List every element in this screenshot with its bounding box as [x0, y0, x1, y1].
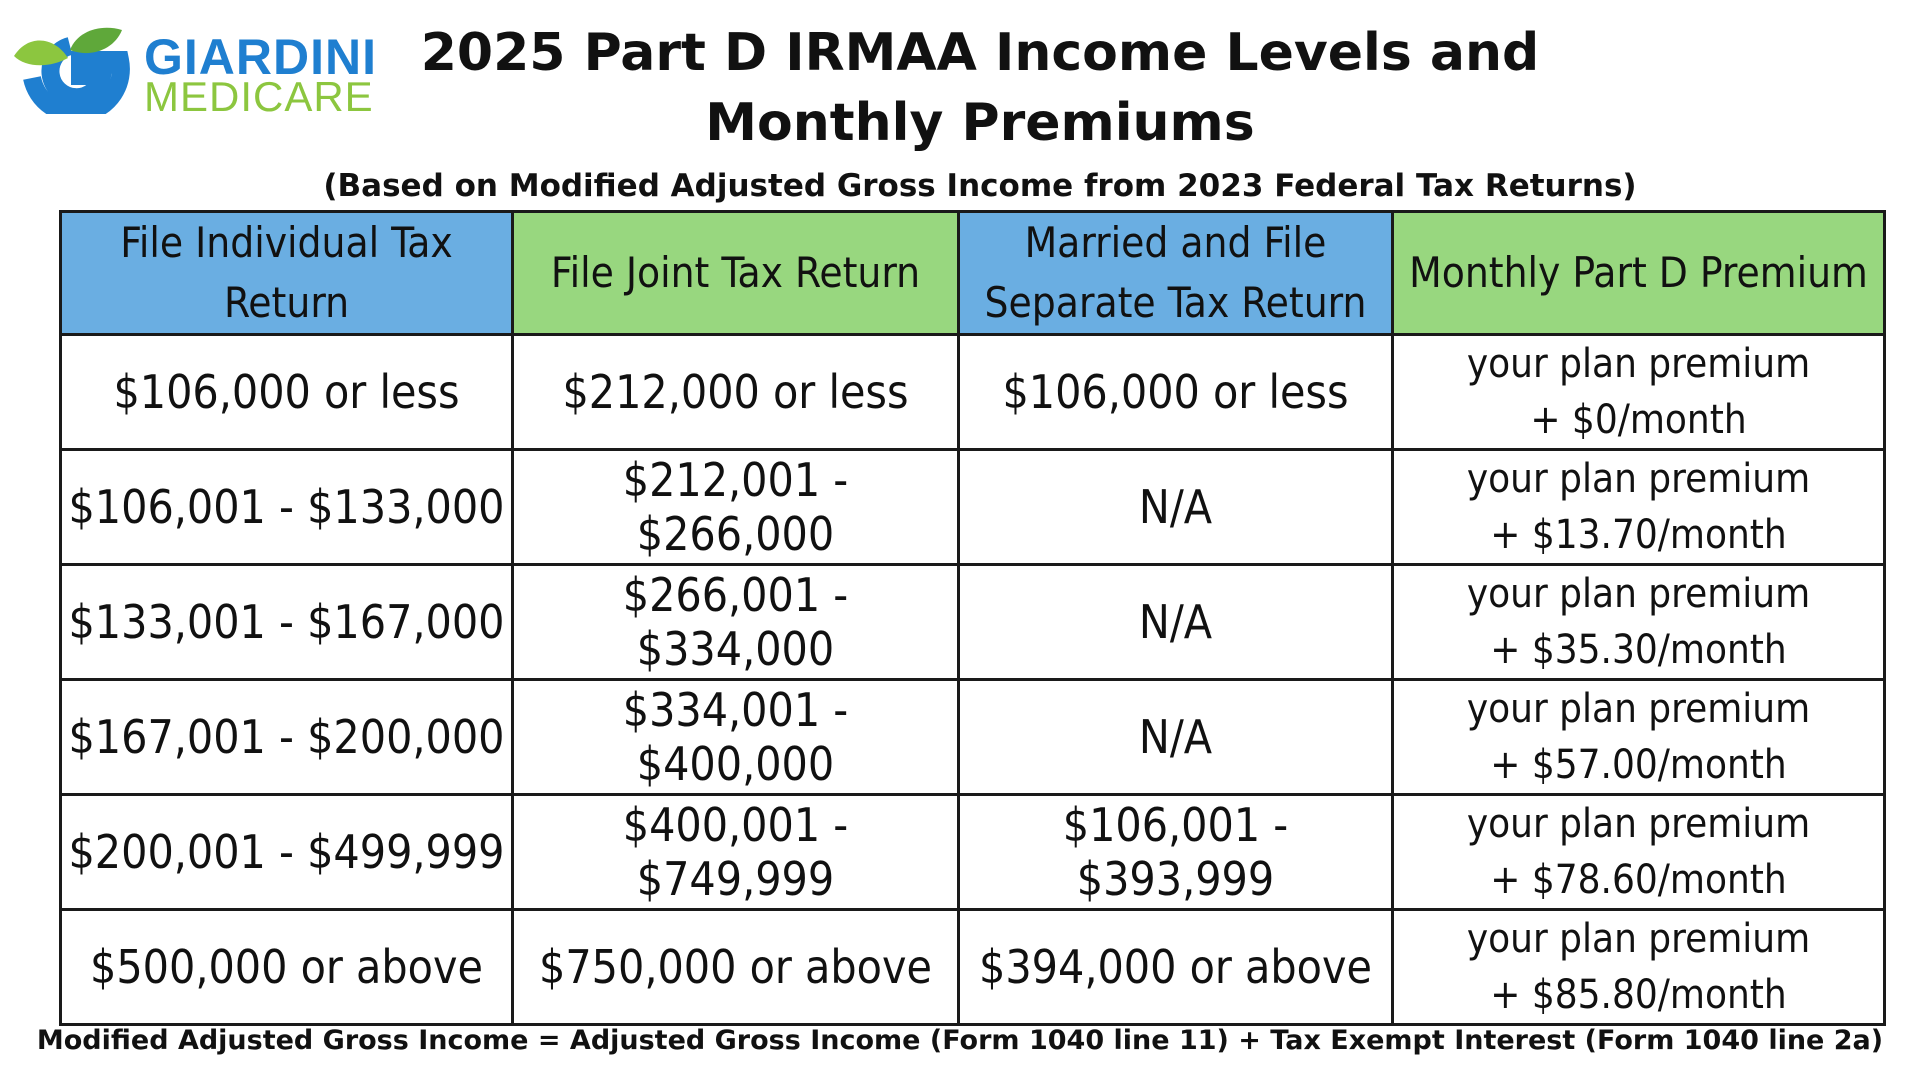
- brand-name-giardini: GIARDINI: [144, 29, 377, 85]
- cell-separate: $106,000 or less: [957, 333, 1394, 451]
- premium-surcharge: + $13.70/month: [1490, 512, 1787, 558]
- header-individual: File Individual Tax Return: [59, 210, 514, 336]
- premium-surcharge: + $0/month: [1530, 397, 1747, 443]
- cell-premium: your plan premium + $57.00/month: [1391, 678, 1886, 796]
- premium-base: your plan premium: [1466, 916, 1811, 962]
- premium-base: your plan premium: [1466, 341, 1811, 387]
- cell-individual: $106,001 - $133,000: [59, 448, 514, 566]
- cell-joint: $212,000 or less: [511, 333, 960, 451]
- header-separate: Married and File Separate Tax Return: [957, 210, 1394, 336]
- cell-premium: your plan premium + $0/month: [1391, 333, 1886, 451]
- cell-individual: $133,001 - $167,000: [59, 563, 514, 681]
- premium-surcharge: + $78.60/month: [1490, 857, 1787, 903]
- leaf-g-logo-icon: [14, 27, 130, 114]
- cell-individual: $500,000 or above: [59, 908, 514, 1026]
- cell-premium: your plan premium + $13.70/month: [1391, 448, 1886, 566]
- table-row: $106,000 or less $212,000 or less $106,0…: [59, 333, 1886, 451]
- header-separate-line-2: Separate Tax Return: [984, 278, 1367, 327]
- header-joint: File Joint Tax Return: [511, 210, 960, 336]
- cell-joint: $334,001 - $400,000: [511, 678, 960, 796]
- cell-joint: $212,001 - $266,000: [511, 448, 960, 566]
- table-row: $133,001 - $167,000 $266,001 - $334,000 …: [59, 563, 1886, 681]
- table-row: $200,001 - $499,999 $400,001 - $749,999 …: [59, 793, 1886, 911]
- cell-separate: N/A: [957, 678, 1394, 796]
- premium-base: your plan premium: [1466, 801, 1811, 847]
- page-title: 2025 Part D IRMAA Income Levels and Mont…: [380, 18, 1580, 158]
- cell-separate: $106,001 - $393,999: [957, 793, 1394, 911]
- page-subtitle: (Based on Modified Adjusted Gross Income…: [323, 168, 1637, 204]
- cell-premium: your plan premium + $35.30/month: [1391, 563, 1886, 681]
- cell-premium: your plan premium + $78.60/month: [1391, 793, 1886, 911]
- cell-separate: N/A: [957, 563, 1394, 681]
- table-row: $500,000 or above $750,000 or above $394…: [59, 908, 1886, 1026]
- table-header-row: File Individual Tax Return File Joint Ta…: [59, 210, 1886, 336]
- table-row: $106,001 - $133,000 $212,001 - $266,000 …: [59, 448, 1886, 566]
- cell-separate: N/A: [957, 448, 1394, 566]
- premium-base: your plan premium: [1466, 571, 1811, 617]
- cell-premium: your plan premium + $85.80/month: [1391, 908, 1886, 1026]
- cell-separate: $394,000 or above: [957, 908, 1394, 1026]
- cell-individual: $106,000 or less: [59, 333, 514, 451]
- premium-base: your plan premium: [1466, 686, 1811, 732]
- brand-name-medicare: MEDICARE: [144, 73, 374, 120]
- cell-individual: $200,001 - $499,999: [59, 793, 514, 911]
- page-title-line-2: Monthly Premiums: [705, 93, 1255, 153]
- page-title-line-1: 2025 Part D IRMAA Income Levels and: [420, 23, 1540, 83]
- brand-logo: GIARDINI MEDICARE: [10, 16, 376, 118]
- cell-individual: $167,001 - $200,000: [59, 678, 514, 796]
- table-row: $167,001 - $200,000 $334,001 - $400,000 …: [59, 678, 1886, 796]
- footer-note: Modified Adjusted Gross Income = Adjuste…: [36, 1025, 1884, 1056]
- cell-joint: $400,001 - $749,999: [511, 793, 960, 911]
- irmaa-table: File Individual Tax Return File Joint Ta…: [59, 210, 1886, 1026]
- premium-surcharge: + $57.00/month: [1490, 742, 1787, 788]
- cell-joint: $266,001 - $334,000: [511, 563, 960, 681]
- header-premium: Monthly Part D Premium: [1391, 210, 1886, 336]
- premium-surcharge: + $85.80/month: [1490, 972, 1787, 1018]
- premium-base: your plan premium: [1466, 456, 1811, 502]
- premium-surcharge: + $35.30/month: [1490, 627, 1787, 673]
- cell-joint: $750,000 or above: [511, 908, 960, 1026]
- header-separate-line-1: Married and File: [1024, 218, 1327, 267]
